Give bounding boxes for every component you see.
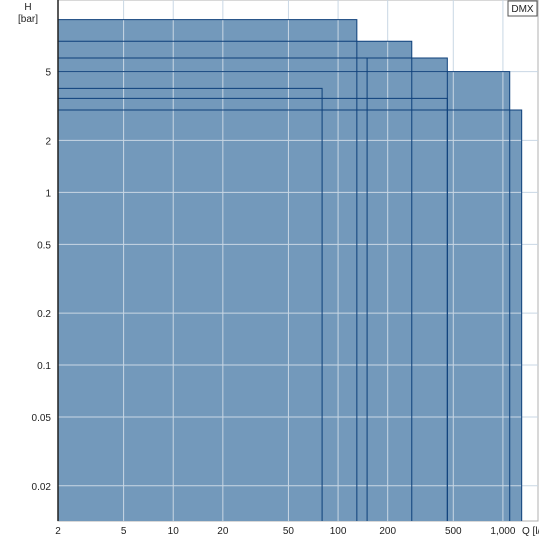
x-tick-label: 2 xyxy=(55,526,61,537)
x-tick-label: 20 xyxy=(217,526,229,537)
x-tick-label: 5 xyxy=(121,526,127,537)
x-tick-label: 100 xyxy=(330,526,347,537)
y-tick-label: 5 xyxy=(45,68,51,79)
series-outline-6 xyxy=(58,57,368,521)
x-tick-label: 500 xyxy=(445,526,462,537)
y-tick-label: 0.02 xyxy=(32,482,52,493)
x-tick-label: 10 xyxy=(168,526,180,537)
y-tick-label: 0.5 xyxy=(37,240,51,251)
y-axis-label-symbol: H xyxy=(24,2,31,13)
series-area-8 xyxy=(58,19,357,521)
y-tick-label: 0.2 xyxy=(37,309,51,320)
legend-label: DMX xyxy=(511,4,534,15)
legend-box xyxy=(507,0,538,17)
series-outline-4 xyxy=(58,87,323,521)
x-tick-label: 200 xyxy=(379,526,396,537)
x-tick-label: 1,000 xyxy=(490,526,515,537)
y-tick-label: 0.05 xyxy=(32,413,52,424)
series-outlines xyxy=(58,19,523,521)
x-axis-label: Q [l/h] xyxy=(522,526,539,537)
series-outline-7 xyxy=(58,40,413,521)
y-tick-labels: 0.02 0.05 0.1 0.2 0.5 1 2 5 xyxy=(32,68,52,493)
x-tick-labels: 2 5 10 20 50 100 200 500 1,000 xyxy=(55,526,516,537)
series-outline-1 xyxy=(58,109,523,521)
y-tick-label: 1 xyxy=(45,188,51,199)
x-tick-label: 50 xyxy=(283,526,295,537)
y-tick-label: 0.1 xyxy=(37,361,51,372)
performance-areas xyxy=(58,19,522,522)
series-outline-2 xyxy=(58,71,511,521)
series-outline-8 xyxy=(58,19,358,521)
y-tick-label: 2 xyxy=(45,136,51,147)
y-axis-label-unit: [bar] xyxy=(18,14,38,25)
